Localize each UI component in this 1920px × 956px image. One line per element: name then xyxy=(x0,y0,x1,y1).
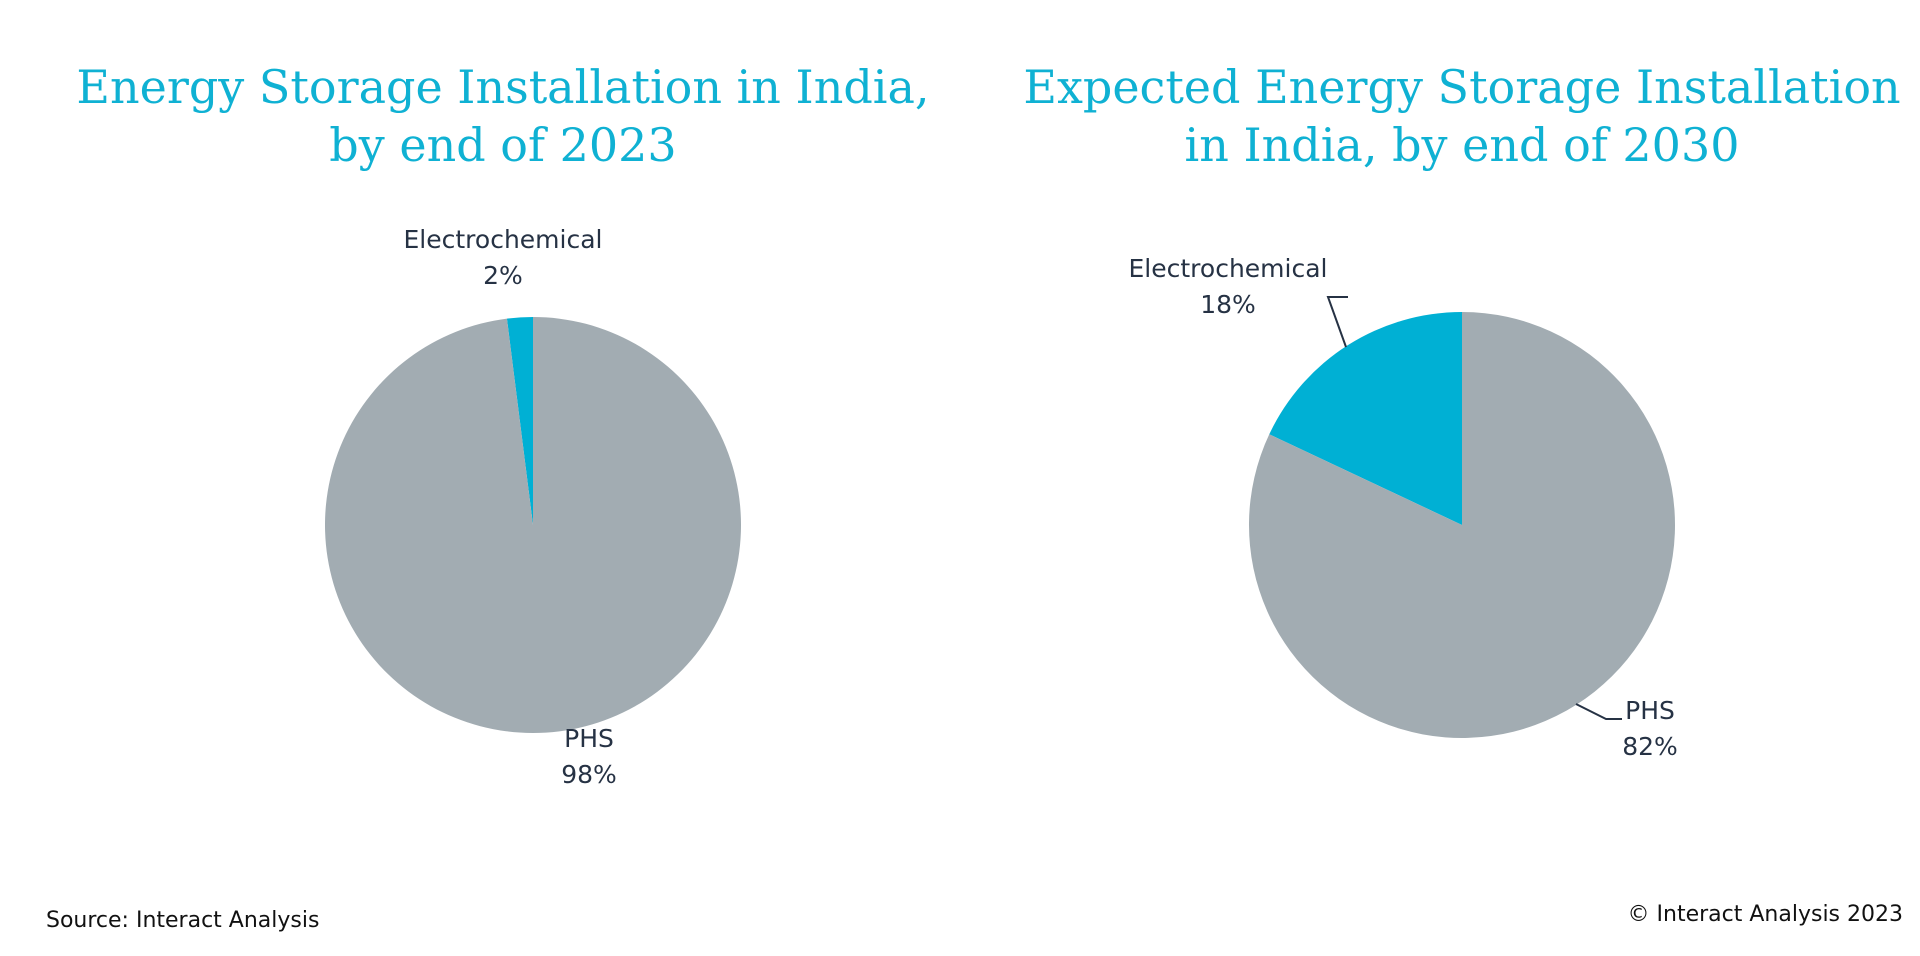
pie-slice-phs xyxy=(1249,312,1675,739)
chart-title-2030: Expected Energy Storage Installation in … xyxy=(1012,58,1912,174)
pie-slice-electrochemical xyxy=(506,317,533,525)
slice-value-label: 82% xyxy=(1622,732,1678,761)
slice-value-label: 18% xyxy=(1200,290,1256,319)
source-note: Source: Interact Analysis xyxy=(46,908,320,933)
pie-slice-phs xyxy=(324,317,741,734)
slice-label: Electrochemical xyxy=(404,225,603,254)
slice-label: Electrochemical xyxy=(1129,254,1328,283)
chart-title-line: by end of 2023 xyxy=(329,118,677,172)
slice-label: PHS xyxy=(564,724,614,753)
pie-slice-electrochemical xyxy=(1269,312,1462,525)
chart-title-line: in India, by end of 2030 xyxy=(1184,118,1740,172)
slice-label: PHS xyxy=(1625,696,1675,725)
copyright-note: © Interact Analysis 2023 xyxy=(1627,902,1903,927)
chart-title-line: Energy Storage Installation in India, xyxy=(76,60,930,114)
leader-line xyxy=(1326,296,1348,348)
chart-title-line: Expected Energy Storage Installation xyxy=(1023,60,1901,114)
chart-title-2023: Energy Storage Installation in India, by… xyxy=(53,58,953,174)
leader-line xyxy=(1575,703,1622,720)
slice-value-label: 98% xyxy=(561,760,617,789)
slice-value-label: 2% xyxy=(483,261,523,290)
